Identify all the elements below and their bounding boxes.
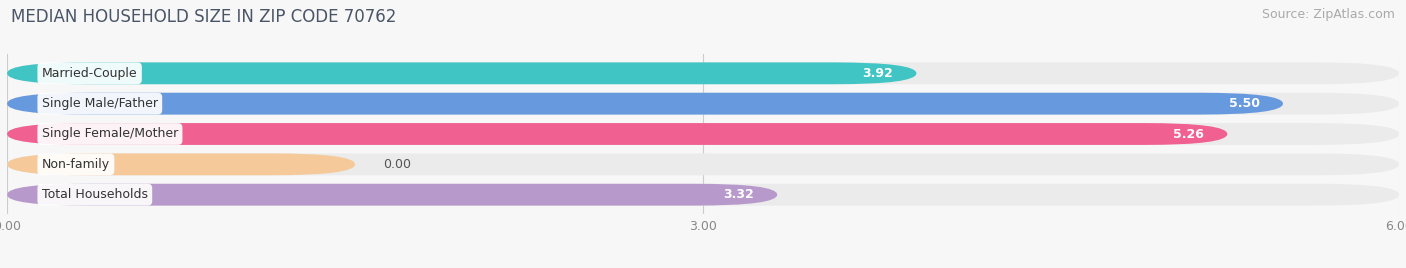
Text: 0.00: 0.00 xyxy=(382,158,411,171)
FancyBboxPatch shape xyxy=(7,62,1399,84)
Text: Single Male/Father: Single Male/Father xyxy=(42,97,157,110)
Text: Married-Couple: Married-Couple xyxy=(42,67,138,80)
FancyBboxPatch shape xyxy=(7,93,1284,115)
Text: Non-family: Non-family xyxy=(42,158,110,171)
Text: Single Female/Mother: Single Female/Mother xyxy=(42,128,179,140)
Text: 5.50: 5.50 xyxy=(1229,97,1260,110)
FancyBboxPatch shape xyxy=(7,184,1399,206)
FancyBboxPatch shape xyxy=(7,153,1399,175)
FancyBboxPatch shape xyxy=(7,153,354,175)
Text: Total Households: Total Households xyxy=(42,188,148,201)
Text: Source: ZipAtlas.com: Source: ZipAtlas.com xyxy=(1261,8,1395,21)
FancyBboxPatch shape xyxy=(7,123,1227,145)
FancyBboxPatch shape xyxy=(7,93,1399,115)
Text: 3.92: 3.92 xyxy=(862,67,893,80)
FancyBboxPatch shape xyxy=(7,62,917,84)
Text: MEDIAN HOUSEHOLD SIZE IN ZIP CODE 70762: MEDIAN HOUSEHOLD SIZE IN ZIP CODE 70762 xyxy=(11,8,396,26)
FancyBboxPatch shape xyxy=(7,184,778,206)
Text: 5.26: 5.26 xyxy=(1173,128,1204,140)
FancyBboxPatch shape xyxy=(7,123,1399,145)
Text: 3.32: 3.32 xyxy=(723,188,754,201)
